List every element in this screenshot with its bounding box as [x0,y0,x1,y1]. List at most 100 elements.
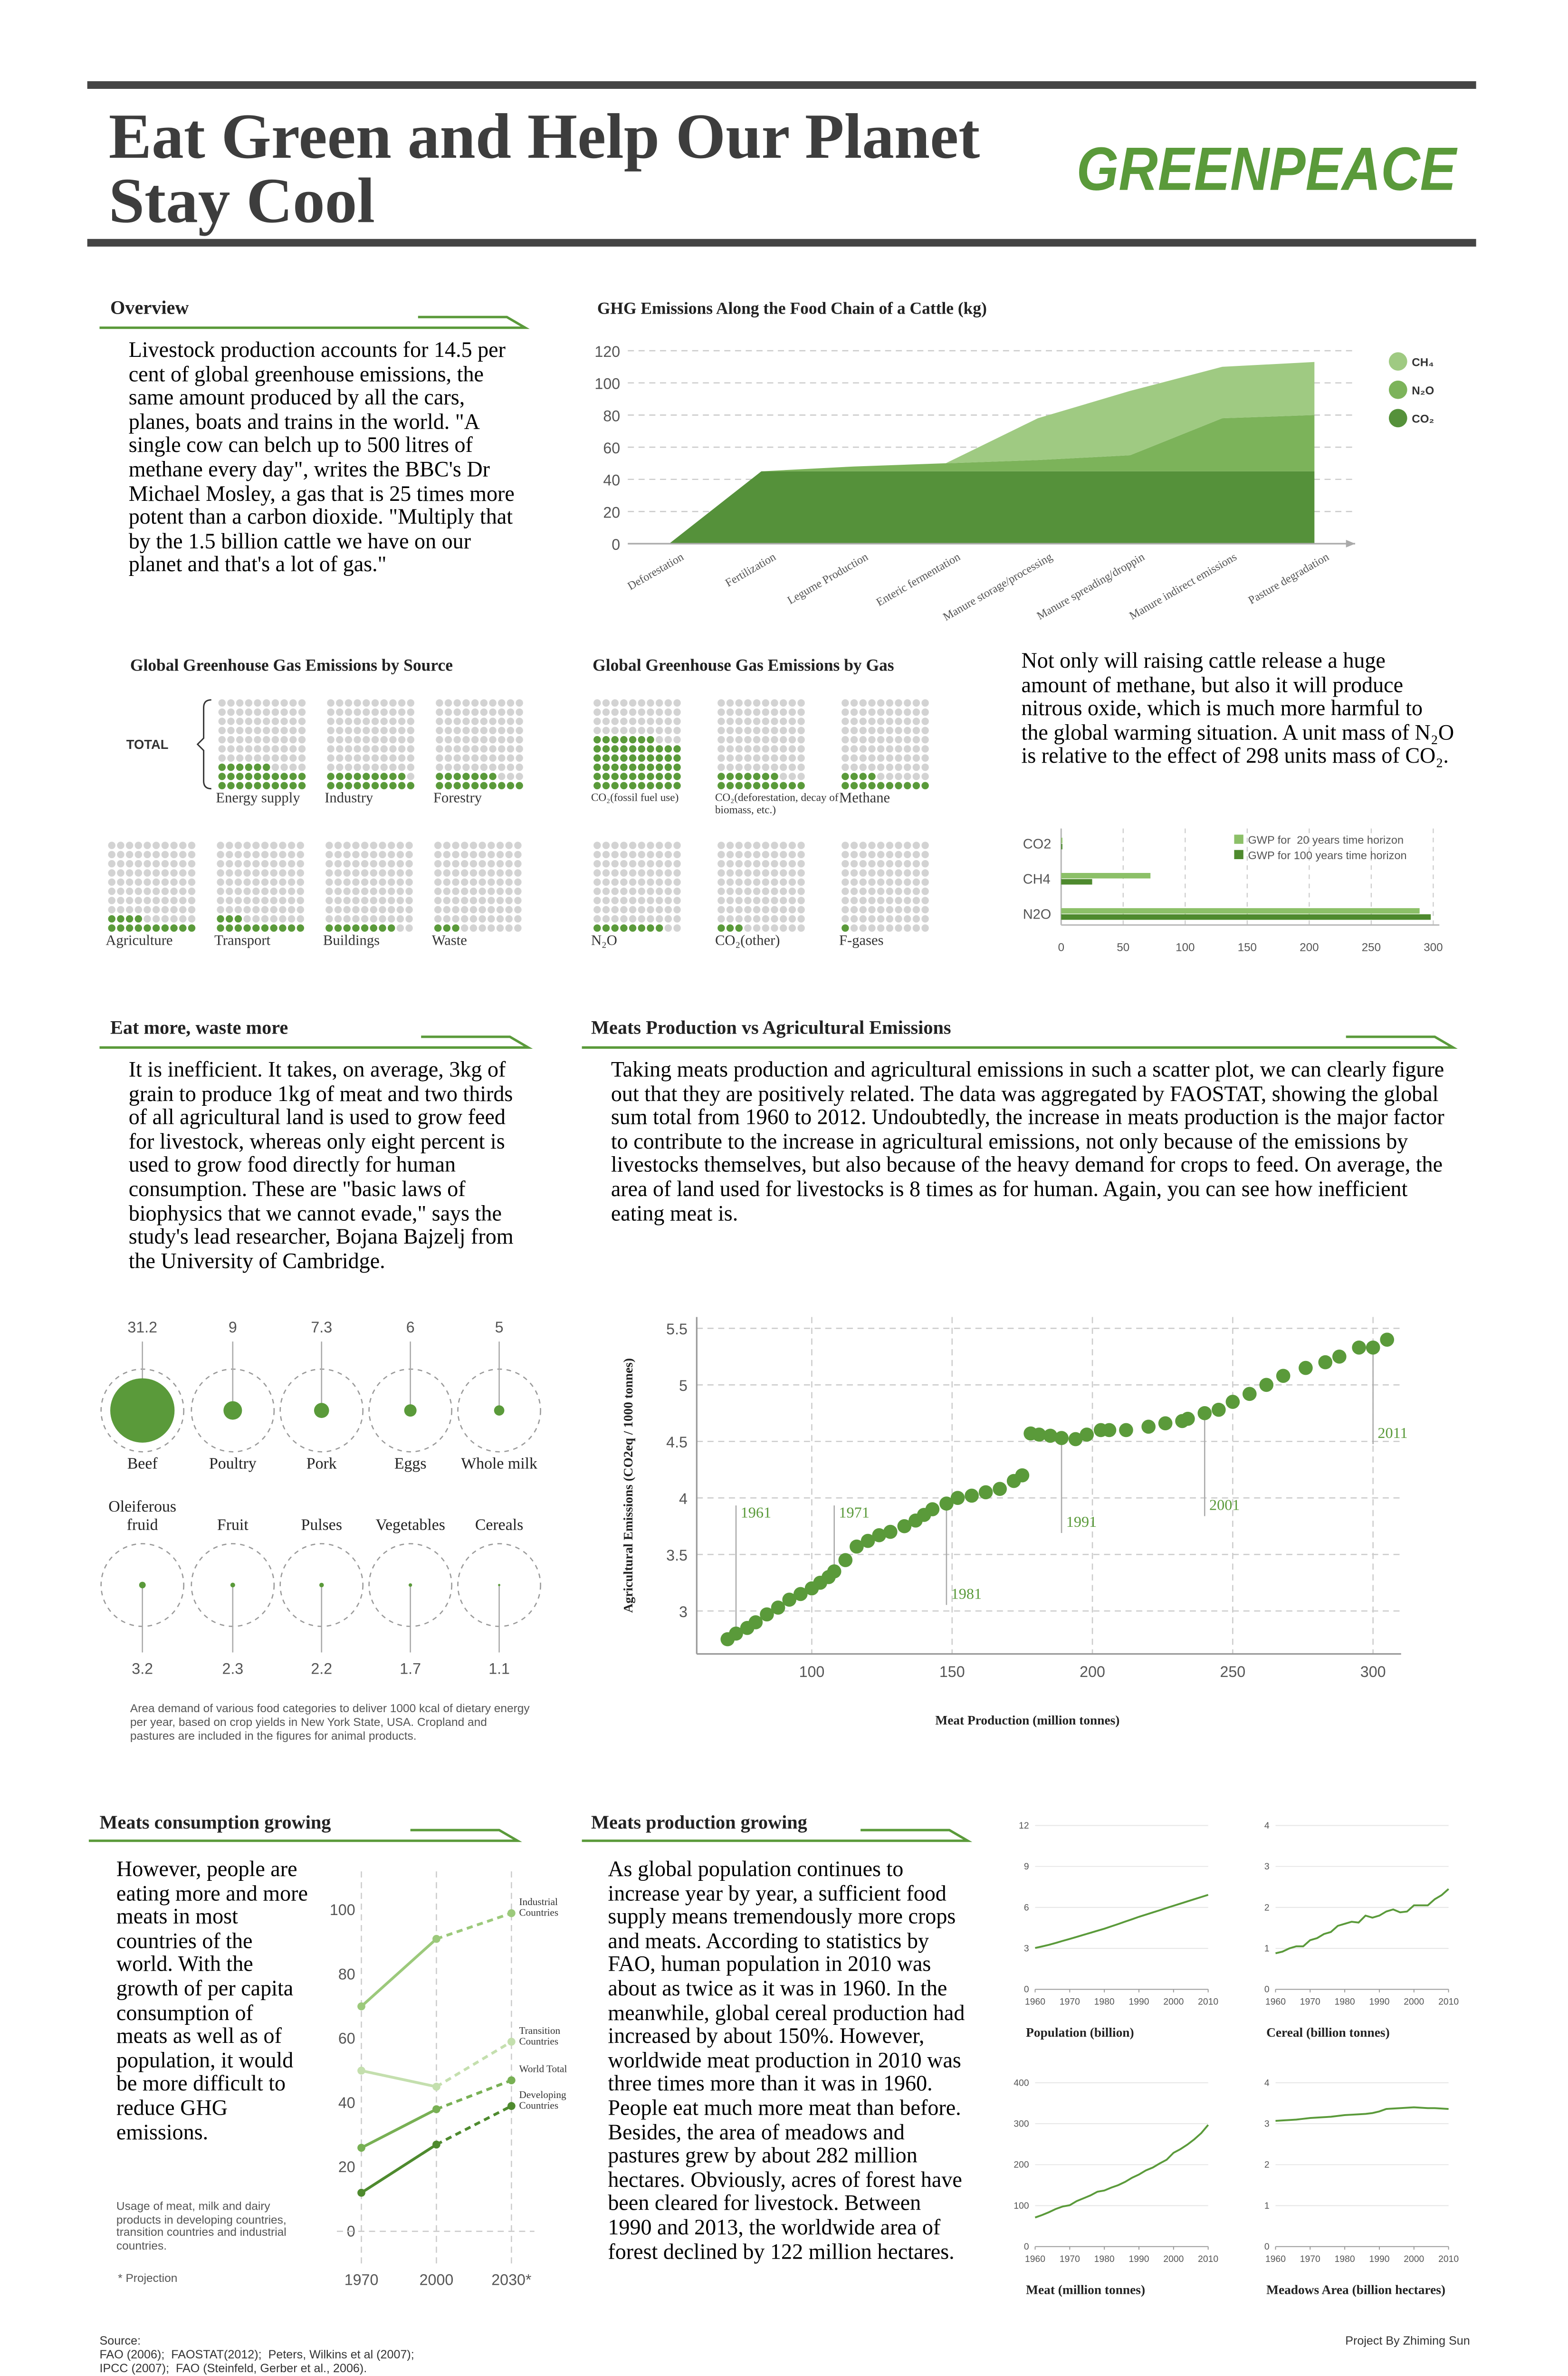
empty-dot [152,842,160,849]
category-label-box: Poultry [209,1456,257,1473]
filled-dot [236,773,244,780]
empty-dot [507,708,515,716]
empty-dot [735,869,743,877]
y-tick-label: 0 [1264,2242,1270,2252]
filled-dot [673,773,681,780]
empty-dot [841,878,849,886]
empty-dot [498,736,506,744]
empty-dot [507,754,515,762]
empty-dot [877,869,885,877]
empty-dot [361,878,369,886]
filled-dot [593,782,601,790]
empty-dot [387,860,395,868]
waffle [217,842,305,932]
empty-dot [673,842,681,849]
empty-dot [370,906,378,914]
empty-dot [117,897,124,904]
waffle [325,842,413,932]
filled-dot [188,924,196,932]
waffle [593,699,681,790]
empty-dot [263,754,270,762]
empty-dot [287,869,296,877]
y-tick-label: 40 [338,2094,355,2111]
empty-dot [343,915,351,923]
y-tick-label: 40 [603,472,620,489]
empty-dot [478,887,486,895]
empty-dot [762,745,770,753]
empty-dot [108,878,115,886]
y-tick-label: 100 [330,1901,355,1918]
filled-dot [664,745,672,753]
empty-dot [744,727,752,735]
empty-dot [629,915,637,923]
empty-dot [788,897,796,904]
section-heading: Overview [110,297,189,318]
empty-dot [217,906,224,914]
empty-dot [325,897,333,904]
empty-dot [434,878,442,886]
empty-dot [664,736,672,744]
empty-dot [161,842,169,849]
empty-dot [850,897,858,904]
empty-dot [498,754,506,762]
filled-dot [279,924,287,932]
empty-dot [217,851,224,859]
empty-dot [296,860,305,868]
empty-dot [664,851,672,859]
empty-dot [161,860,169,868]
bar [1061,843,1062,850]
waffle-label-box: N₂O [591,934,617,949]
empty-dot [744,860,752,868]
filled-dot [620,782,628,790]
filled-dot [744,782,752,790]
empty-dot [453,699,461,707]
empty-dot [735,763,743,771]
empty-dot [735,906,743,914]
heading-underline [99,1035,533,1049]
empty-dot [218,718,226,725]
legend-swatch [1234,850,1243,859]
empty-dot [507,763,515,771]
empty-dot [744,924,752,932]
empty-dot [363,745,370,753]
empty-dot [921,887,929,895]
series-label-box: Industrial Countries [519,1898,558,1919]
empty-dot [380,718,388,725]
point [1299,1360,1313,1375]
empty-dot [912,699,920,707]
empty-dot [407,763,415,771]
empty-dot [850,851,858,859]
filled-dot [850,773,858,780]
empty-dot [443,860,451,868]
empty-dot [271,718,279,725]
empty-dot [726,699,734,707]
empty-dot [744,842,752,849]
empty-dot [886,878,894,886]
empty-dot [655,878,663,886]
empty-dot [434,887,442,895]
filled-dot [647,745,654,753]
empty-dot [602,727,610,735]
empty-dot [270,869,277,877]
empty-dot [170,851,178,859]
filled-dot [717,782,725,790]
filled-dot [629,763,637,771]
empty-dot [505,906,513,914]
paragraph-box: Not only will raising cattle release a h… [1022,651,1454,769]
empty-dot [797,773,805,780]
filled-dot [593,924,601,932]
empty-dot [261,860,269,868]
empty-dot [753,851,761,859]
empty-dot [514,878,522,886]
empty-dot [371,708,379,716]
empty-dot [921,842,929,849]
filled-dot [620,773,628,780]
empty-dot [227,718,235,725]
empty-dot [797,842,805,849]
empty-dot [647,718,654,725]
filled-dot [371,782,379,790]
value-label: 7.3 [311,1319,332,1336]
empty-dot [379,860,386,868]
empty-dot [638,887,646,895]
empty-dot [753,718,761,725]
